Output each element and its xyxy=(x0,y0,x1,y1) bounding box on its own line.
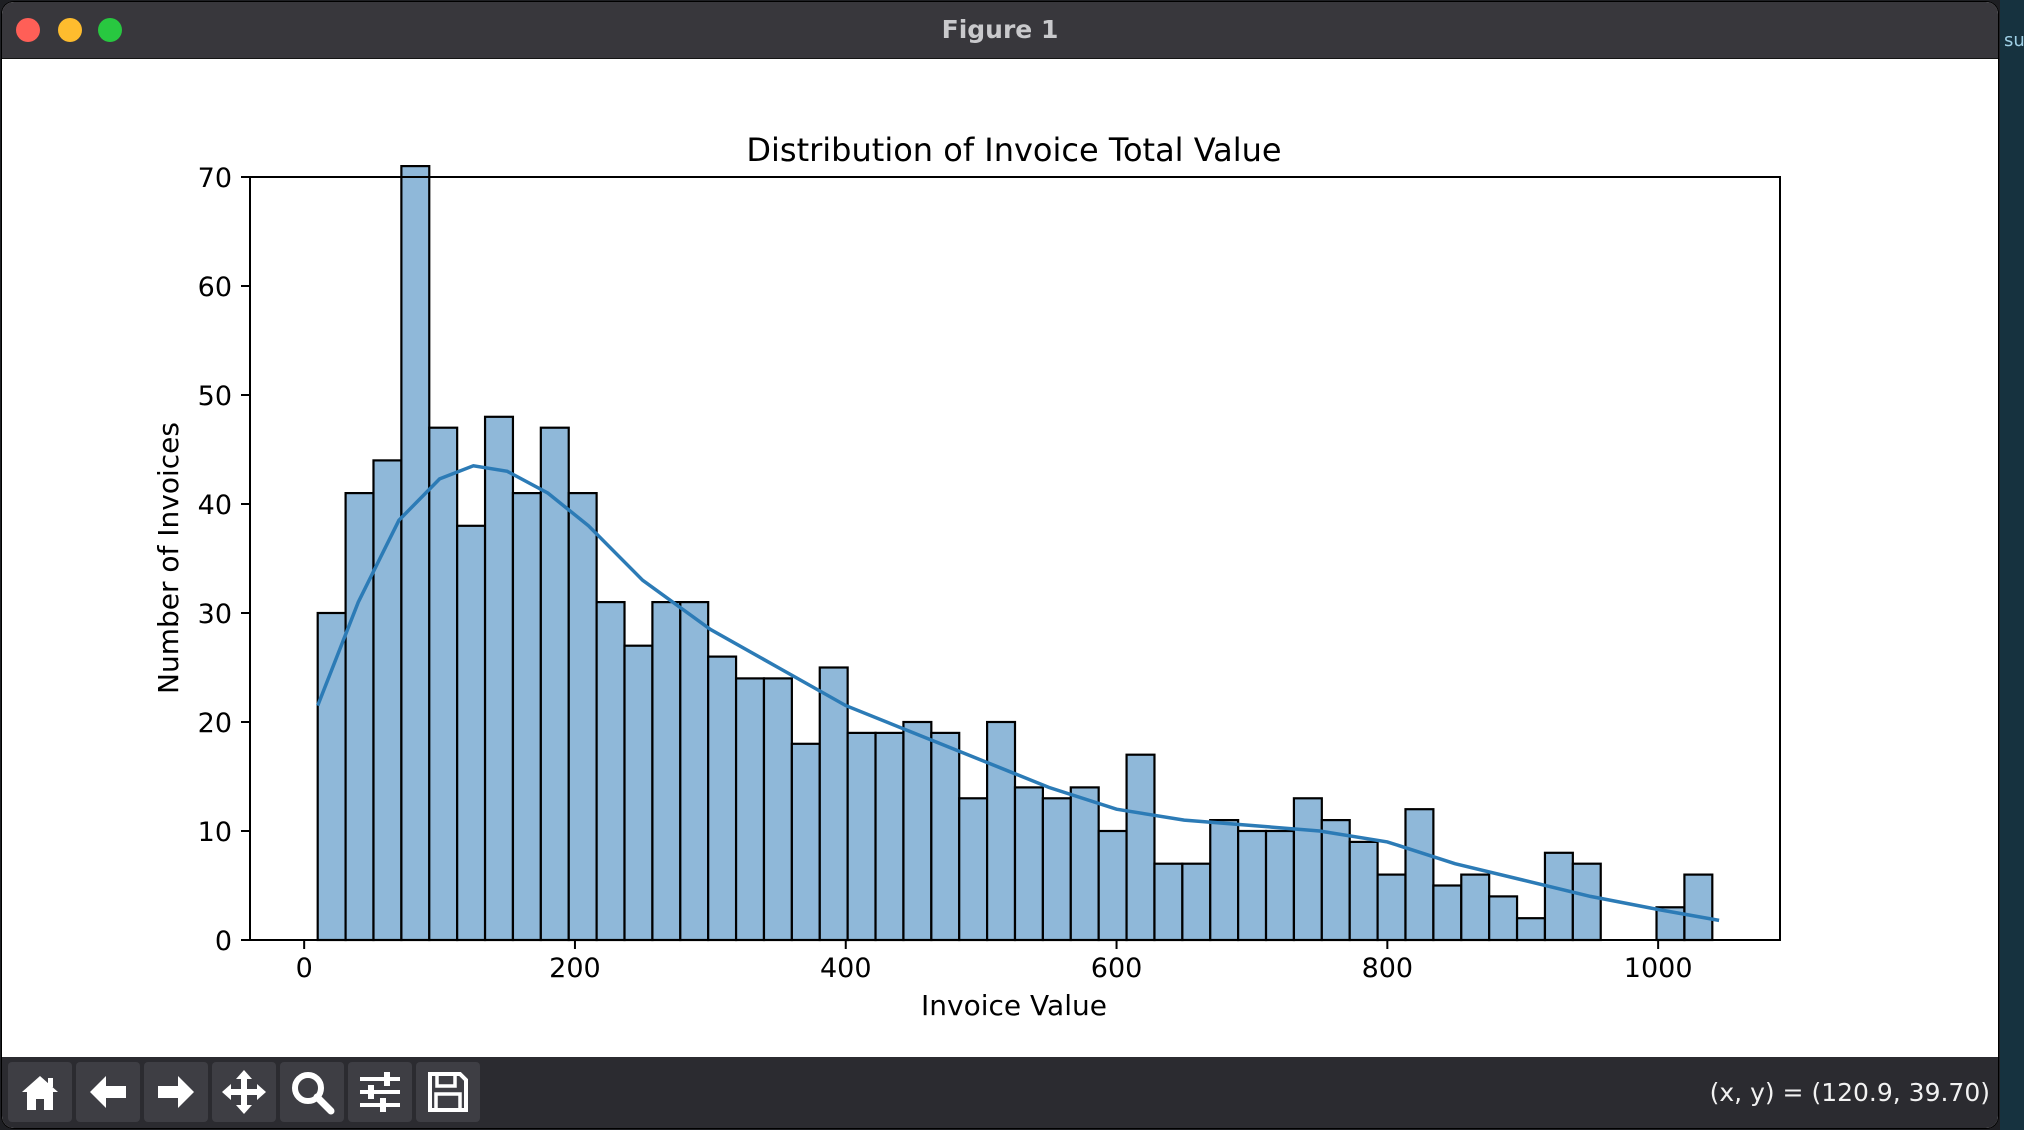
histogram-bar xyxy=(679,600,710,942)
histogram-bar xyxy=(790,742,821,942)
histogram-bar xyxy=(400,164,431,942)
plot-frame xyxy=(249,176,1781,941)
chart-title: Distribution of Invoice Total Value xyxy=(746,131,1281,169)
navigation-toolbar: (x, y) = (120.9, 39.70) xyxy=(2,1057,1998,1128)
histogram-bar xyxy=(1348,840,1379,942)
y-tick-label: 60 xyxy=(198,272,232,303)
window-title: Figure 1 xyxy=(941,15,1059,44)
histogram-bar xyxy=(651,600,682,942)
histogram-bar xyxy=(316,611,347,942)
histogram-bar xyxy=(1013,786,1044,942)
histogram-bar xyxy=(1181,862,1212,942)
histogram-bar xyxy=(734,677,766,942)
histogram-bar xyxy=(595,600,626,942)
histogram-bar xyxy=(1683,873,1714,942)
histogram-bar xyxy=(958,797,989,942)
histogram-bar xyxy=(846,731,877,942)
y-tick-label: 70 xyxy=(198,163,232,194)
histogram-bar xyxy=(1320,818,1351,942)
histogram-bar xyxy=(707,655,738,942)
histogram-bar xyxy=(1041,797,1072,942)
histogram-bar xyxy=(818,666,849,942)
histogram-bar xyxy=(344,492,375,942)
histogram-bar xyxy=(1264,829,1296,942)
histogram-bar xyxy=(372,459,403,942)
arrow-left-icon xyxy=(90,1076,126,1108)
histogram-bar xyxy=(1404,808,1435,942)
histogram-bar xyxy=(1097,829,1128,942)
x-tick-label: 600 xyxy=(1091,953,1143,984)
x-tick-label: 800 xyxy=(1362,953,1414,984)
histogram-bar xyxy=(1432,884,1463,942)
cursor-coordinates: (x, y) = (120.9, 39.70) xyxy=(1709,1078,1990,1107)
histogram-bar xyxy=(456,524,487,942)
histogram-bar xyxy=(1543,851,1574,942)
histogram-bar xyxy=(1460,873,1491,942)
histogram-bar xyxy=(1292,797,1323,942)
x-tick-label: 200 xyxy=(549,953,601,984)
magnifier-icon xyxy=(292,1072,335,1115)
kde-curve xyxy=(316,463,1720,923)
histogram-bar xyxy=(1209,818,1240,942)
sliders-icon xyxy=(360,1072,400,1112)
y-tick-label: 20 xyxy=(198,708,232,739)
histogram-bar xyxy=(874,731,905,942)
configure-subplots-button[interactable] xyxy=(348,1062,412,1122)
histogram-bar xyxy=(986,720,1017,942)
histogram-bar xyxy=(1153,862,1184,942)
histogram-bar xyxy=(623,644,654,942)
pan-button[interactable] xyxy=(212,1062,276,1122)
move-icon xyxy=(222,1070,266,1114)
home-button[interactable] xyxy=(8,1062,72,1122)
y-tick-label: 0 xyxy=(215,926,232,957)
floppy-disk-icon xyxy=(428,1072,468,1112)
home-icon xyxy=(22,1076,58,1110)
histogram-bar xyxy=(567,492,598,942)
save-button[interactable] xyxy=(416,1062,480,1122)
title-bar[interactable]: Figure 1 xyxy=(2,2,1998,59)
histogram-bar xyxy=(1237,829,1268,942)
y-tick-label: 40 xyxy=(198,490,232,521)
maximize-window-button[interactable] xyxy=(98,18,122,42)
histogram-chart: Distribution of Invoice Total Value 0 200… xyxy=(152,131,1781,1022)
x-axis-label: Invoice Value xyxy=(921,989,1107,1022)
desktop-background xyxy=(2000,0,2024,1130)
histogram-bar xyxy=(511,492,542,942)
histogram-bar xyxy=(428,426,459,942)
y-tick-label: 30 xyxy=(198,599,232,630)
figure-canvas[interactable]: Distribution of Invoice Total Value 0 200… xyxy=(2,59,1998,1057)
back-button[interactable] xyxy=(76,1062,140,1122)
histogram-bar xyxy=(1515,917,1547,942)
y-tick-label: 10 xyxy=(198,817,232,848)
histogram-bar xyxy=(762,677,793,942)
zoom-button[interactable] xyxy=(280,1062,344,1122)
x-tick-label: 0 xyxy=(296,953,313,984)
histogram-bar xyxy=(1571,862,1602,942)
histogram-bar xyxy=(1376,873,1407,942)
x-tick-label: 400 xyxy=(820,953,872,984)
histogram-bar xyxy=(930,731,961,942)
y-axis-label: Number of Invoices xyxy=(152,422,185,694)
desktop-edge-text: su xyxy=(2004,30,2024,51)
histogram-bar xyxy=(1069,786,1100,942)
x-tick-label: 1000 xyxy=(1624,953,1693,984)
minimize-window-button[interactable] xyxy=(58,18,82,42)
y-tick-label: 50 xyxy=(198,381,232,412)
forward-button[interactable] xyxy=(144,1062,208,1122)
close-window-button[interactable] xyxy=(16,18,40,42)
histogram-bar xyxy=(483,415,515,942)
histogram-bar xyxy=(902,720,933,942)
histogram-bar xyxy=(1125,753,1156,942)
histogram-bar xyxy=(1488,895,1519,942)
arrow-right-icon xyxy=(158,1076,194,1108)
